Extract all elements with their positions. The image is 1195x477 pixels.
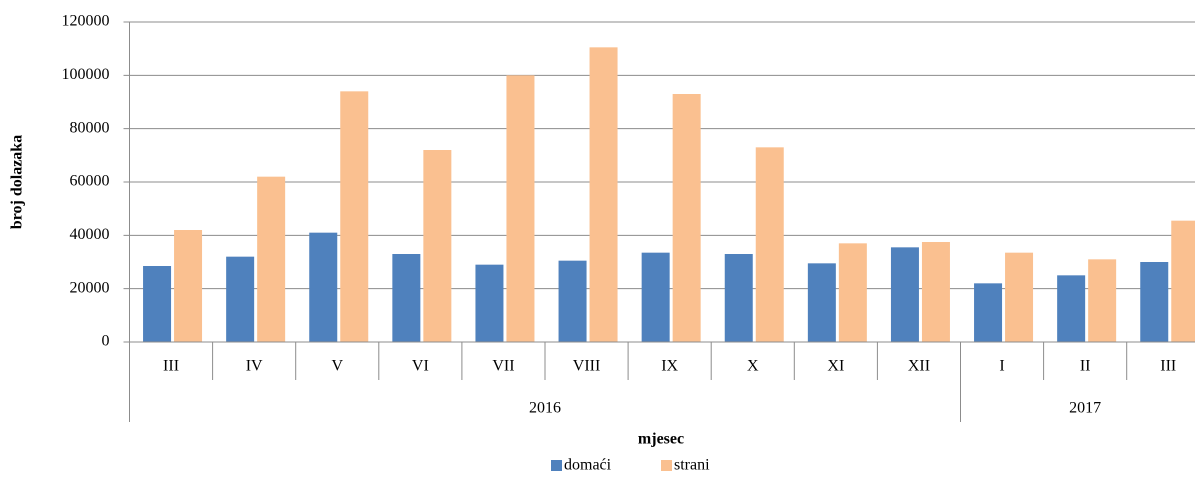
group-label: 2017 — [1069, 400, 1101, 417]
bar — [1057, 275, 1086, 342]
legend-label: domaći — [564, 457, 612, 474]
bar — [921, 242, 950, 342]
bar — [475, 264, 504, 342]
bar — [423, 150, 452, 342]
legend-label: strani — [674, 457, 710, 474]
bar — [309, 232, 338, 342]
bar — [340, 91, 369, 342]
bar — [589, 47, 618, 342]
bar — [807, 263, 836, 342]
x-tick-label: VII — [492, 358, 514, 375]
y-tick-label: 20000 — [70, 279, 110, 296]
bar — [506, 75, 535, 342]
y-tick-label: 80000 — [70, 119, 110, 136]
bar — [974, 283, 1003, 342]
x-tick-label: X — [747, 358, 759, 375]
bar — [257, 176, 286, 342]
y-tick-label: 0 — [102, 333, 110, 350]
x-tick-label: III — [163, 358, 179, 375]
x-tick-label: VIII — [573, 358, 601, 375]
group-label: 2016 — [529, 400, 561, 417]
x-tick-label: I — [999, 358, 1004, 375]
legend-swatch — [661, 460, 672, 471]
legend-swatch — [551, 460, 562, 471]
x-tick-label: XI — [827, 358, 844, 375]
x-tick-label: V — [331, 358, 343, 375]
x-tick-label: III — [1160, 358, 1176, 375]
x-tick-label: XII — [908, 358, 930, 375]
y-tick-label: 100000 — [62, 66, 110, 83]
bar — [641, 252, 670, 342]
bar — [1005, 252, 1034, 342]
bar — [838, 243, 867, 342]
bar — [1171, 220, 1195, 342]
bar — [174, 230, 203, 342]
bar — [1140, 262, 1169, 342]
bar — [1088, 259, 1117, 342]
bar — [392, 254, 421, 342]
y-tick-label: 40000 — [70, 226, 110, 243]
bar — [890, 247, 919, 342]
bar — [143, 266, 172, 342]
bar — [755, 147, 784, 342]
x-axis-label: mjesec — [638, 431, 684, 448]
x-tick-label: IV — [246, 358, 263, 375]
y-tick-label: 120000 — [62, 13, 110, 30]
y-axis-label: broj dolazaka — [9, 135, 26, 229]
bar — [558, 260, 587, 342]
bar — [226, 256, 255, 342]
x-tick-label: VI — [412, 358, 429, 375]
y-tick-label: 60000 — [70, 173, 110, 190]
x-tick-label: II — [1080, 358, 1091, 375]
bar — [724, 254, 753, 342]
x-tick-label: IX — [661, 358, 678, 375]
bar — [672, 94, 701, 342]
